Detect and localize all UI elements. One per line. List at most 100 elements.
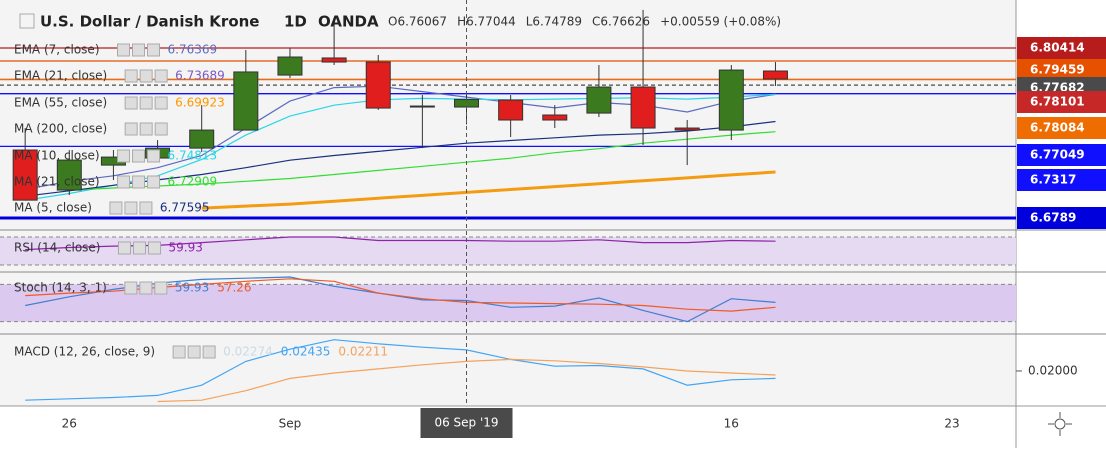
candle-body	[189, 129, 215, 149]
legend-name: RSI (14, close)	[14, 241, 100, 255]
legend-icon	[154, 122, 168, 136]
legend-icon	[187, 345, 201, 359]
ohlc-value: C6.76626	[592, 15, 650, 29]
candle-body	[233, 71, 259, 131]
ohlc-value: +0.00559 (+0.08%)	[660, 15, 781, 29]
legend-name: MA (5, close)	[14, 201, 92, 215]
legend-icon	[154, 96, 168, 110]
price-label-box	[1017, 207, 1106, 229]
legend-icon	[139, 281, 153, 295]
candle-body	[586, 86, 612, 114]
candle-body	[762, 70, 788, 80]
legend-icon	[172, 345, 186, 359]
legend-value: 0.02274	[223, 345, 273, 359]
legend-name: EMA (55, close)	[14, 96, 107, 110]
legend-icon	[132, 175, 146, 189]
candle-body	[277, 56, 303, 76]
legend-name: EMA (21, close)	[14, 69, 107, 83]
legend-icon	[132, 43, 145, 57]
pane-line	[157, 358, 776, 403]
legend-icon	[132, 241, 146, 255]
source: OANDA	[318, 13, 379, 31]
candle-body	[365, 61, 391, 109]
legend-icon	[154, 69, 168, 83]
legend-value: 6.76369	[168, 43, 218, 57]
legend-icon	[132, 149, 146, 163]
legend-icon	[117, 175, 131, 189]
candle-body	[630, 86, 656, 129]
symbol: U.S. Dollar / Danish Krone	[40, 13, 260, 31]
crosshair-label-box	[420, 408, 513, 438]
legend-value: 59.93	[168, 241, 202, 255]
legend-value: 6.72909	[168, 175, 218, 189]
legend-value: 0.02211	[338, 345, 388, 359]
legend-value: 6.77595	[160, 201, 210, 215]
ohlc-value: L6.74789	[526, 15, 582, 29]
legend-name: Stoch (14, 3, 1)	[14, 281, 107, 295]
legend-value: 6.69923	[175, 96, 225, 110]
price-label: 6.80414	[1030, 41, 1085, 55]
legend-icon	[124, 122, 138, 136]
price-label-box	[1017, 144, 1106, 166]
legend-icon	[109, 201, 123, 215]
legend-icon	[139, 69, 153, 83]
x-tick-label: 26	[62, 417, 77, 431]
legend-name: EMA (7, close)	[14, 43, 100, 57]
price-label-box	[1017, 59, 1106, 81]
legend-icon	[139, 201, 153, 215]
legend-icon	[139, 122, 153, 136]
indicator-line	[201, 170, 776, 210]
legend-icon	[147, 149, 161, 163]
price-label: 6.79459	[1030, 63, 1085, 77]
plot-background	[0, 0, 1016, 406]
price-label-box	[1017, 37, 1106, 59]
overlay: U.S. Dollar / Danish Krone 1D OANDA O6.7…	[14, 13, 781, 359]
legend-icon	[124, 96, 138, 110]
crosshair-label: 06 Sep '19	[434, 416, 498, 430]
legend-icon	[202, 345, 216, 359]
price-label: 6.78084	[1030, 121, 1085, 135]
legend-name: MACD (12, 26, close, 9)	[14, 345, 155, 359]
candle-body	[674, 127, 700, 131]
price-label-box	[1017, 91, 1106, 113]
candle-body	[12, 149, 38, 201]
legend-value: 59.93	[175, 281, 209, 295]
legend-icon	[117, 241, 131, 255]
legend-name: MA (21, close)	[14, 175, 100, 189]
legend-icon	[147, 241, 161, 255]
candle-body	[321, 57, 347, 63]
pane-line	[25, 339, 776, 401]
legend-icon	[124, 201, 138, 215]
x-tick-label: Sep	[279, 417, 302, 431]
candle-body	[542, 114, 568, 121]
settings-icon[interactable]	[1048, 412, 1072, 436]
price-label-box	[1017, 169, 1106, 191]
legend-value: 6.73689	[175, 69, 225, 83]
legend-value: 6.74813	[168, 149, 218, 163]
candle-body	[498, 99, 524, 121]
ohlc-value: O6.76067	[388, 15, 447, 29]
candle-body	[56, 159, 82, 191]
settings-icon[interactable]	[1054, 418, 1066, 430]
x-tick-label: 16	[724, 417, 739, 431]
legend-icon	[117, 43, 130, 57]
legend-icon	[117, 149, 131, 163]
legend-name: MA (200, close)	[14, 122, 107, 136]
price-label: 6.78101	[1030, 95, 1085, 109]
legend-icon	[139, 96, 153, 110]
legend-name: MA (10, close)	[14, 149, 100, 163]
legend-icon	[147, 175, 161, 189]
legend-value: 57.26	[217, 281, 251, 295]
symbol-icon[interactable]	[19, 13, 35, 29]
legend-value: 0.02435	[281, 345, 331, 359]
ohlc-value: H6.77044	[457, 15, 516, 29]
price-label-box	[1017, 117, 1106, 139]
price-label: 6.6789	[1030, 211, 1076, 225]
legend-icon	[124, 281, 138, 295]
legend-icon	[124, 69, 138, 83]
candle-body	[409, 105, 435, 108]
legend-icon	[147, 43, 160, 57]
indicator-line	[69, 131, 776, 191]
interval: 1D	[284, 13, 307, 31]
